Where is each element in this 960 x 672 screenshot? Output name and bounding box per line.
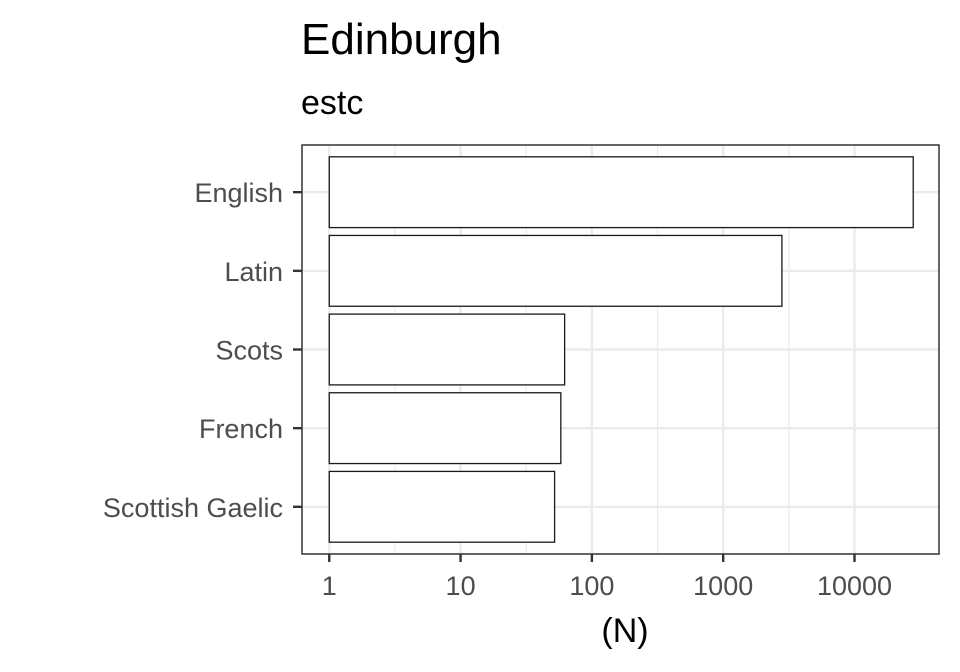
x-tick-label: 1 — [322, 571, 337, 601]
chart-title: Edinburgh — [301, 15, 502, 64]
y-tick-label: Latin — [224, 257, 283, 287]
x-tick-label: 10 — [446, 571, 476, 601]
y-tick-label: Scottish Gaelic — [103, 493, 283, 523]
x-tick-label: 1000 — [693, 571, 753, 601]
bar-latin — [328, 234, 783, 307]
y-tick-label: French — [199, 414, 283, 444]
y-tick-label: English — [194, 178, 283, 208]
bar-scottish-gaelic — [328, 470, 556, 543]
y-axis: English Latin Scots French Scottish Gaelic — [103, 178, 302, 523]
bars — [328, 156, 914, 543]
bar-french — [328, 392, 562, 465]
bar-scots — [328, 313, 566, 386]
chart-subtitle: estc — [301, 84, 363, 122]
x-tick-label: 100 — [569, 571, 614, 601]
y-tick-label: Scots — [215, 336, 283, 366]
bar-english — [328, 156, 914, 229]
x-tick-label: 10000 — [817, 571, 892, 601]
x-axis-label: (N) — [601, 612, 648, 650]
x-axis: 1 10 100 1000 10000 — [322, 554, 892, 601]
